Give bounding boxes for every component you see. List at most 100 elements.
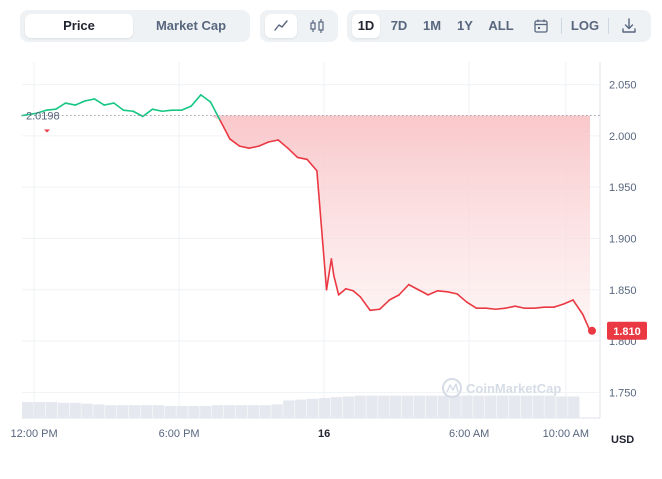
volume-bar (544, 395, 556, 418)
price-line-segment (316, 169, 328, 291)
price-line-segment (378, 299, 391, 311)
price-line-segment (359, 296, 371, 312)
price-line-segment (572, 299, 584, 316)
calendar-icon (534, 19, 548, 33)
chart-style-switch (260, 10, 338, 42)
price-line-segment (258, 141, 270, 147)
price-line-segment (417, 288, 429, 296)
price-line-segment (180, 105, 192, 112)
volume-bar (81, 403, 93, 418)
volume-bar (105, 405, 117, 418)
x-tick-label: 6:00 AM (449, 428, 489, 440)
x-tick-label: 12:00 PM (11, 428, 58, 440)
price-line-segment (398, 283, 410, 296)
price-line-segment (267, 139, 280, 143)
price-line-segment (103, 102, 115, 106)
volume-bar (425, 395, 438, 418)
volume-bar (449, 395, 461, 418)
price-line-segment (238, 145, 250, 149)
price-line-segment (427, 289, 439, 296)
price-line-segment (296, 156, 309, 161)
volume-bar (532, 395, 544, 418)
y-tick-label: 1.750 (609, 387, 637, 399)
line-chart-icon (274, 20, 288, 31)
volume-bar (116, 405, 129, 418)
price-line-segment (209, 101, 221, 122)
price-line-segment (485, 307, 497, 311)
reference-price-label: 2.0198 (26, 111, 60, 123)
price-line-segment (142, 108, 154, 118)
volume-bar (22, 402, 34, 418)
range-7d-button[interactable]: 7D (390, 18, 408, 33)
volume-bar (93, 404, 105, 418)
volume-bar (211, 405, 224, 418)
candlestick-button[interactable] (301, 14, 333, 38)
tab-market-cap[interactable]: Market Cap (155, 18, 227, 33)
line-chart-button[interactable] (265, 14, 297, 38)
price-line-segment (552, 303, 565, 308)
volume-bar (461, 395, 473, 418)
range-1y-button[interactable]: 1Y (457, 18, 473, 33)
volume-bar (283, 400, 295, 418)
price-line-segment (388, 294, 400, 301)
price-line-segment (306, 158, 318, 172)
price-line-segment (74, 100, 86, 106)
y-tick-label: 2.050 (609, 80, 637, 92)
price-line-segment (436, 289, 449, 293)
price-line-segment (352, 289, 362, 298)
volume-bar (473, 395, 485, 418)
volume-bar (57, 402, 69, 418)
download-button[interactable] (615, 14, 643, 38)
price-line-segment (446, 291, 458, 295)
volume-bar (413, 395, 426, 418)
log-scale-button[interactable]: LOG (570, 18, 600, 33)
price-line-segment (35, 109, 47, 115)
volume-bar (200, 406, 212, 418)
x-tick-label: 16 (318, 428, 330, 440)
price-line-segment (277, 139, 289, 149)
volume-bar (568, 396, 580, 418)
volume-bar (556, 396, 568, 418)
price-line-segment (533, 306, 545, 310)
y-tick-label: 1.950 (609, 182, 637, 194)
volume-bar (295, 399, 307, 418)
price-line-segment (337, 287, 347, 296)
range-1d-button[interactable]: 1D (352, 14, 380, 38)
price-line-segment (219, 119, 231, 140)
price-line-segment (504, 305, 516, 310)
volume-bar (366, 395, 378, 418)
volume-bar (378, 395, 390, 418)
calendar-button[interactable] (527, 14, 555, 38)
price-line-segment (45, 108, 57, 112)
volume-bar (306, 398, 319, 418)
time-range-switch: 1D 7D 1M 1Y ALL LOG (347, 10, 651, 42)
download-icon (622, 18, 636, 33)
tab-price[interactable]: Price (25, 14, 133, 38)
price-line-segment (369, 308, 381, 312)
volume-bar (259, 405, 271, 418)
price-line-segment (248, 145, 260, 149)
y-tick-label: 1.850 (609, 285, 637, 297)
price-line-segment (407, 283, 420, 291)
price-line-segment (161, 109, 173, 113)
price-line-segment (494, 307, 507, 311)
price-line-segment (113, 102, 125, 112)
price-line-segment (151, 108, 163, 113)
price-line-segment (122, 109, 134, 113)
x-tick-label: 10:00 AM (543, 428, 589, 440)
reference-arrow-icon (44, 129, 50, 133)
volume-bar (247, 405, 259, 418)
volume-bar (69, 402, 81, 418)
volume-bar (128, 405, 141, 418)
range-all-button[interactable]: ALL (488, 18, 514, 33)
price-line-segment (229, 138, 241, 147)
volume-bar (45, 402, 58, 418)
volume-bar (390, 395, 402, 418)
volume-bar (330, 397, 343, 418)
price-line-segment (562, 299, 574, 305)
price-line-segment (55, 102, 67, 110)
price-line-segment (84, 98, 96, 102)
range-1m-button[interactable]: 1M (422, 18, 442, 33)
current-price-dot (588, 326, 596, 335)
